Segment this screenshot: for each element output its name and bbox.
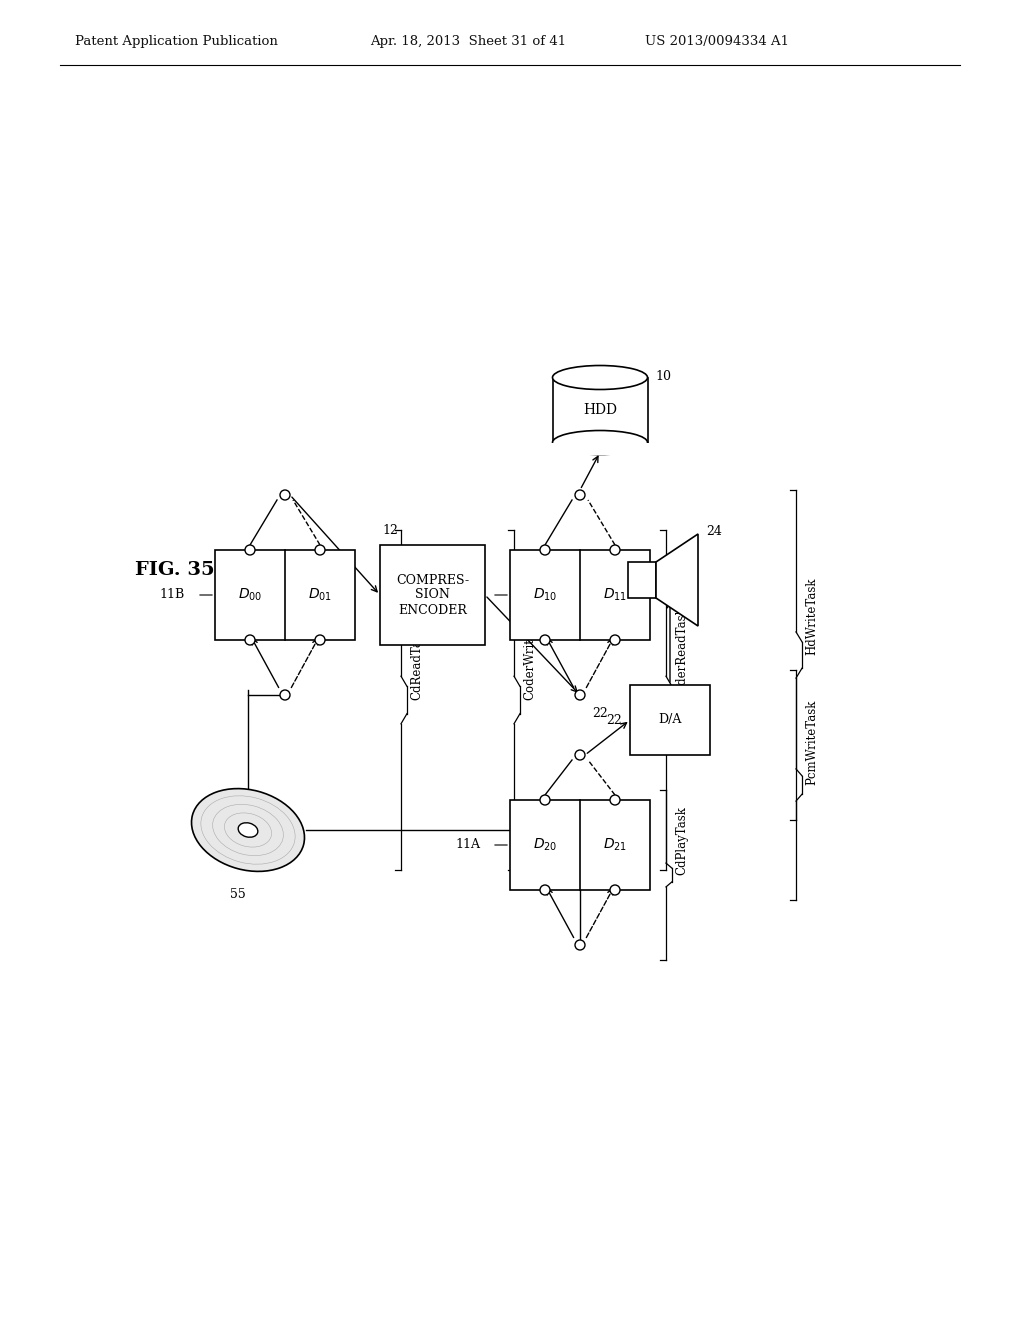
Bar bbox=[380, 545, 485, 645]
Text: CoderWriteTask: CoderWriteTask bbox=[523, 605, 537, 700]
Text: US 2013/0094334 A1: US 2013/0094334 A1 bbox=[645, 36, 790, 49]
Bar bbox=[510, 800, 650, 890]
Circle shape bbox=[610, 635, 620, 645]
Text: $D_{00}$: $D_{00}$ bbox=[238, 587, 262, 603]
Text: FIG. 35: FIG. 35 bbox=[135, 561, 215, 579]
Text: CdReadTask: CdReadTask bbox=[411, 626, 424, 700]
Text: $D_{10}$: $D_{10}$ bbox=[532, 587, 557, 603]
Ellipse shape bbox=[239, 822, 258, 837]
Ellipse shape bbox=[191, 788, 304, 871]
Text: 10: 10 bbox=[655, 371, 672, 384]
Circle shape bbox=[280, 490, 290, 500]
Circle shape bbox=[245, 635, 255, 645]
Text: 12: 12 bbox=[382, 524, 398, 537]
Circle shape bbox=[575, 690, 585, 700]
Ellipse shape bbox=[553, 430, 647, 454]
Circle shape bbox=[575, 940, 585, 950]
Text: 11B: 11B bbox=[160, 589, 185, 602]
Text: HdWriteTask: HdWriteTask bbox=[806, 578, 818, 655]
Text: $D_{21}$: $D_{21}$ bbox=[603, 837, 627, 853]
Circle shape bbox=[245, 545, 255, 554]
Text: CdPlayTask: CdPlayTask bbox=[676, 807, 688, 875]
Circle shape bbox=[540, 795, 550, 805]
Text: Apr. 18, 2013  Sheet 31 of 41: Apr. 18, 2013 Sheet 31 of 41 bbox=[370, 36, 566, 49]
Circle shape bbox=[315, 635, 325, 645]
Text: HDD: HDD bbox=[583, 403, 617, 417]
Circle shape bbox=[575, 750, 585, 760]
Circle shape bbox=[280, 690, 290, 700]
Text: 22: 22 bbox=[606, 714, 622, 726]
Text: 22: 22 bbox=[592, 708, 608, 719]
Circle shape bbox=[575, 490, 585, 500]
Text: PcmWriteTask: PcmWriteTask bbox=[806, 700, 818, 785]
Text: 55: 55 bbox=[230, 888, 246, 902]
Text: $D_{20}$: $D_{20}$ bbox=[532, 837, 557, 853]
Circle shape bbox=[540, 635, 550, 645]
Bar bbox=[215, 550, 355, 640]
Text: $D_{01}$: $D_{01}$ bbox=[308, 587, 332, 603]
Circle shape bbox=[610, 795, 620, 805]
Text: 11C: 11C bbox=[455, 589, 480, 602]
Bar bbox=[628, 562, 656, 598]
Bar bbox=[510, 550, 650, 640]
Text: D/A: D/A bbox=[658, 714, 682, 726]
Text: 11A: 11A bbox=[455, 838, 480, 851]
Text: $D_{11}$: $D_{11}$ bbox=[603, 587, 627, 603]
Circle shape bbox=[315, 545, 325, 554]
Circle shape bbox=[540, 545, 550, 554]
Circle shape bbox=[610, 545, 620, 554]
Polygon shape bbox=[656, 535, 698, 626]
Circle shape bbox=[610, 884, 620, 895]
Bar bbox=[551, 442, 649, 454]
Bar bbox=[553, 378, 647, 442]
Text: COMPRES-
SION
ENCODER: COMPRES- SION ENCODER bbox=[396, 573, 469, 616]
Ellipse shape bbox=[553, 366, 647, 389]
Text: 24: 24 bbox=[706, 525, 722, 539]
Text: CoderReadTask: CoderReadTask bbox=[676, 606, 688, 700]
Bar bbox=[630, 685, 710, 755]
Circle shape bbox=[540, 884, 550, 895]
Text: Patent Application Publication: Patent Application Publication bbox=[75, 36, 278, 49]
